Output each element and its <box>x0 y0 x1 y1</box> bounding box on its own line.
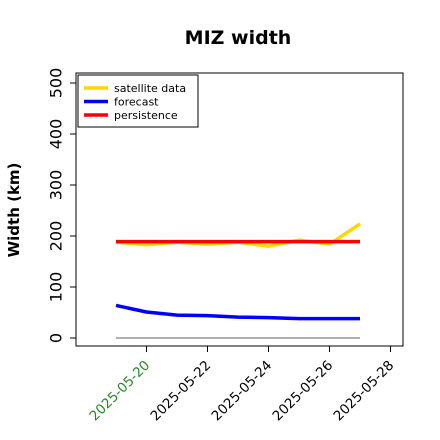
y-tick-label: 100 <box>47 272 66 303</box>
x-tick-label: 2025-05-20 <box>87 358 154 425</box>
y-tick-label: 300 <box>47 170 66 201</box>
series-line-forecast <box>115 303 360 321</box>
legend-label-persistence: persistence <box>114 109 178 122</box>
plot-frame <box>75 72 404 347</box>
x-tick-label: 2025-05-28 <box>331 358 398 425</box>
legend-label-forecast: forecast <box>114 96 159 109</box>
legend-label-satellite-data: satellite data <box>114 82 186 95</box>
y-tick-label: 500 <box>47 68 66 99</box>
y-tick-label: 0 <box>47 333 66 343</box>
series-lines <box>115 222 361 321</box>
x-tick-label: 2025-05-26 <box>270 358 337 425</box>
y-tick-label: 200 <box>47 221 66 252</box>
y-axis-label: Width (km) <box>5 163 23 258</box>
chart-title: MIZ width <box>185 27 292 49</box>
x-tick-label: 2025-05-24 <box>209 358 276 425</box>
y-tick-label: 400 <box>47 119 66 150</box>
x-tick-label: 2025-05-22 <box>148 358 215 425</box>
